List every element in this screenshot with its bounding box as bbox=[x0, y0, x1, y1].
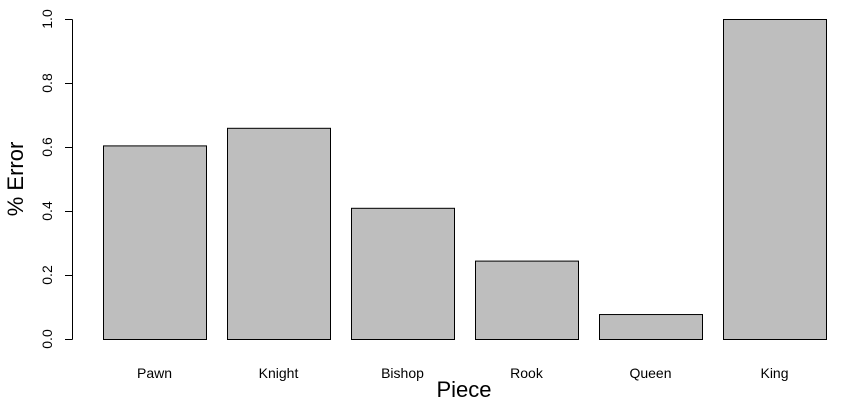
x-tick-labels: Pawn Knight Bishop Rook Queen King bbox=[137, 365, 789, 381]
bars-group bbox=[103, 19, 827, 341]
y-tick-label-0.2: 0.2 bbox=[39, 265, 55, 285]
bar-queen bbox=[599, 314, 703, 341]
x-tick-label-rook: Rook bbox=[510, 365, 544, 381]
bar-rook bbox=[475, 260, 579, 341]
y-axis-title: % Error bbox=[3, 142, 28, 217]
x-tick-label-knight: Knight bbox=[259, 365, 299, 381]
bar-king bbox=[723, 19, 827, 340]
y-tick-label-0.0: 0.0 bbox=[39, 329, 55, 349]
y-tick-label-0.8: 0.8 bbox=[39, 73, 55, 93]
x-tick-label-bishop: Bishop bbox=[381, 365, 424, 381]
y-axis: 0.0 0.2 0.4 0.6 0.8 1.0 bbox=[39, 9, 73, 349]
x-axis-title: Piece bbox=[436, 377, 491, 402]
bar-knight bbox=[227, 127, 331, 340]
y-tick-label-0.4: 0.4 bbox=[39, 201, 55, 221]
x-tick-label-queen: Queen bbox=[629, 365, 671, 381]
y-tick-label-0.6: 0.6 bbox=[39, 137, 55, 157]
x-tick-label-king: King bbox=[760, 365, 788, 381]
bar-bishop bbox=[351, 207, 455, 340]
x-tick-label-pawn: Pawn bbox=[137, 365, 172, 381]
bar-pawn bbox=[103, 145, 207, 340]
y-tick-label-1.0: 1.0 bbox=[39, 9, 55, 29]
